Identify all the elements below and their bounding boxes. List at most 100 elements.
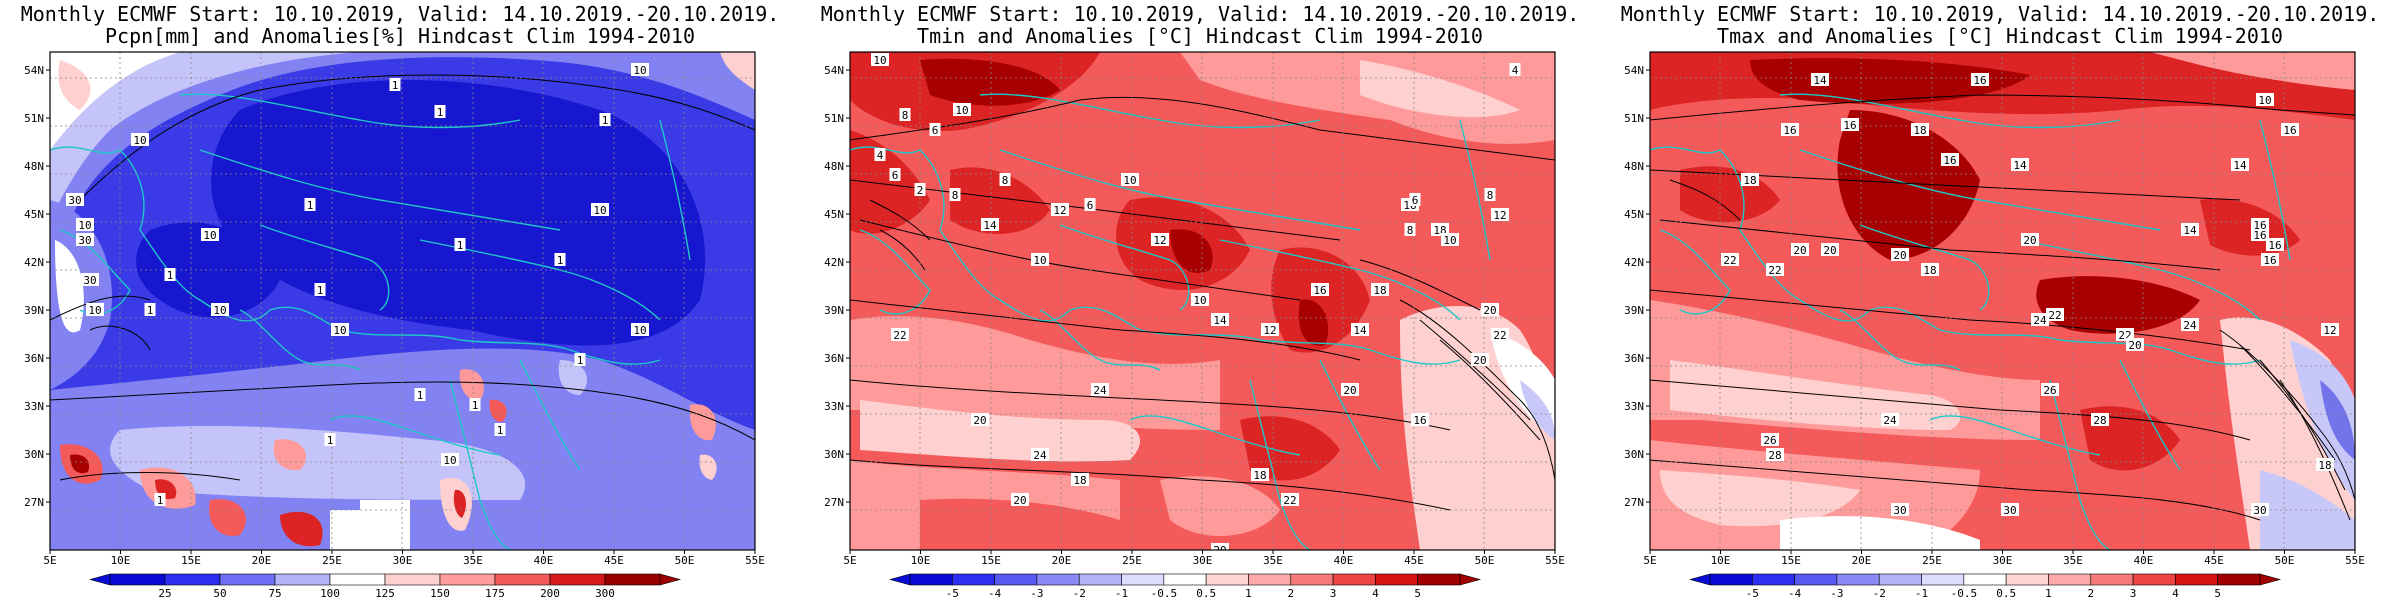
svg-text:18: 18 — [1373, 284, 1386, 297]
svg-text:12: 12 — [2323, 324, 2336, 337]
colorbar-label: -1 — [1115, 587, 1128, 600]
colorbar-swatch — [2132, 573, 2176, 586]
contour-label: 18 — [1921, 263, 1939, 277]
precip-panel: Monthly ECMWF Start: 10.10.2019, Valid: … — [0, 0, 800, 600]
contour-label: 22 — [1766, 263, 1784, 277]
colorbar-swatch — [109, 573, 166, 586]
colorbar-label: 4 — [2172, 587, 2179, 600]
colorbar-label: 25 — [158, 587, 171, 600]
lat-tick-label: 39N — [24, 304, 44, 317]
colorbar-swatch — [1878, 573, 1922, 586]
contour-label: 12 — [2321, 323, 2339, 337]
contour-label: 10 — [86, 303, 104, 317]
colorbar-swatch — [1794, 573, 1838, 586]
contour-label: 16 — [1841, 118, 1859, 132]
contour-label: 20 — [2021, 233, 2039, 247]
contour-label: 8 — [1404, 223, 1416, 237]
lat-tick-label: 27N — [24, 496, 44, 509]
contour-label: 18 — [1911, 123, 1929, 137]
lat-tick-label: 45N — [824, 208, 844, 221]
svg-text:18: 18 — [1253, 469, 1266, 482]
contour-label: 14 — [1211, 313, 1229, 327]
colorbar-swatch — [2090, 573, 2134, 586]
svg-text:22: 22 — [1768, 264, 1781, 277]
contour-label: 20 — [1471, 353, 1489, 367]
colorbar-label: -3 — [1030, 587, 1043, 600]
lon-tick-label: 40E — [1334, 554, 1354, 567]
contour-label: 14 — [2011, 158, 2029, 172]
contour-label: 24 — [1881, 413, 1899, 427]
lat-tick-label: 51N — [1624, 112, 1644, 125]
contour-label: 20 — [1341, 383, 1359, 397]
panel-title-line2: Pcpn[mm] and Anomalies[%] Hindcast Clim … — [104, 24, 695, 48]
svg-text:10: 10 — [1193, 294, 1206, 307]
contour-label: 10 — [953, 103, 971, 117]
contour-label: 12 — [1261, 323, 1279, 337]
colorbar-swatch — [994, 573, 1038, 586]
colorbar-swatch — [384, 573, 441, 586]
lat-tick-label: 36N — [1624, 352, 1644, 365]
svg-text:10: 10 — [1443, 234, 1456, 247]
colorbar-swatch — [1163, 573, 1207, 586]
svg-text:6: 6 — [1087, 199, 1094, 212]
svg-text:22: 22 — [893, 329, 906, 342]
svg-text:16: 16 — [1783, 124, 1796, 137]
contour-label: 1 — [554, 253, 566, 267]
contour-label: 1 — [314, 283, 326, 297]
contour-label: 6 — [929, 123, 941, 137]
contour-label: 10 — [201, 228, 219, 242]
svg-text:10: 10 — [78, 219, 91, 232]
svg-text:10: 10 — [2258, 94, 2271, 107]
contour-label: 10 — [441, 453, 459, 467]
contour-labels: 1081064628812141061012101412161418182022… — [871, 53, 1521, 550]
contour-label: 14 — [981, 218, 999, 232]
colorbar-max-arrow — [659, 573, 682, 586]
contour-label: 26 — [1761, 433, 1779, 447]
colorbar-label: 100 — [320, 587, 340, 600]
colorbar-label: 2 — [1287, 587, 1294, 600]
lon-tick-label: 35E — [463, 554, 483, 567]
lat-tick-label: 33N — [24, 400, 44, 413]
svg-text:16: 16 — [1973, 74, 1986, 87]
colorbar-label: 3 — [2130, 587, 2137, 600]
contour-label: 30 — [66, 193, 84, 207]
svg-text:10: 10 — [203, 229, 216, 242]
svg-text:1: 1 — [167, 269, 174, 282]
lat-tick-label: 39N — [1624, 304, 1644, 317]
lon-tick-label: 10E — [911, 554, 931, 567]
colorbar-label: 4 — [1372, 587, 1379, 600]
contour-label: 28 — [1766, 448, 1784, 462]
contour-label: 1 — [164, 268, 176, 282]
colorbar-label: -4 — [988, 587, 1002, 600]
lat-tick-label: 27N — [824, 496, 844, 509]
contour-label: 10 — [1441, 233, 1459, 247]
svg-text:20: 20 — [2023, 234, 2036, 247]
colorbar-label: 1 — [2045, 587, 2052, 600]
lat-tick-label: 42N — [824, 256, 844, 269]
svg-text:24: 24 — [1883, 414, 1897, 427]
svg-text:20: 20 — [1013, 494, 1026, 507]
colorbar-label: -2 — [1873, 587, 1886, 600]
svg-text:1: 1 — [327, 434, 334, 447]
colorbar-label: 5 — [1414, 587, 1421, 600]
colorbar-swatch — [219, 573, 276, 586]
lat-tick-label: 48N — [24, 160, 44, 173]
contour-label: 20 — [1891, 248, 1909, 262]
colorbar-label: 50 — [213, 587, 226, 600]
svg-text:20: 20 — [2128, 339, 2141, 352]
svg-text:14: 14 — [2233, 159, 2247, 172]
colorbar-swatch — [1248, 573, 1292, 586]
colorbar-swatch — [329, 573, 386, 586]
contour-label: 16 — [1971, 73, 1989, 87]
contour-label: 20 — [1791, 243, 1809, 257]
lon-tick-label: 25E — [1122, 554, 1142, 567]
contour-label: 10 — [1191, 293, 1209, 307]
contour-label: 1 — [144, 303, 156, 317]
colorbar-swatch — [274, 573, 331, 586]
lat-tick-label: 33N — [1624, 400, 1644, 413]
colorbar-swatch — [1121, 573, 1165, 586]
panel-title-line1: Monthly ECMWF Start: 10.10.2019, Valid: … — [820, 2, 1580, 26]
lat-tick-label: 45N — [24, 208, 44, 221]
svg-text:22: 22 — [2048, 309, 2061, 322]
axis-ticks: 54N 51N 48N 45N 42N 39N 36N 33N 30N 27N 5E 10E 15E 20… — [824, 64, 1565, 567]
